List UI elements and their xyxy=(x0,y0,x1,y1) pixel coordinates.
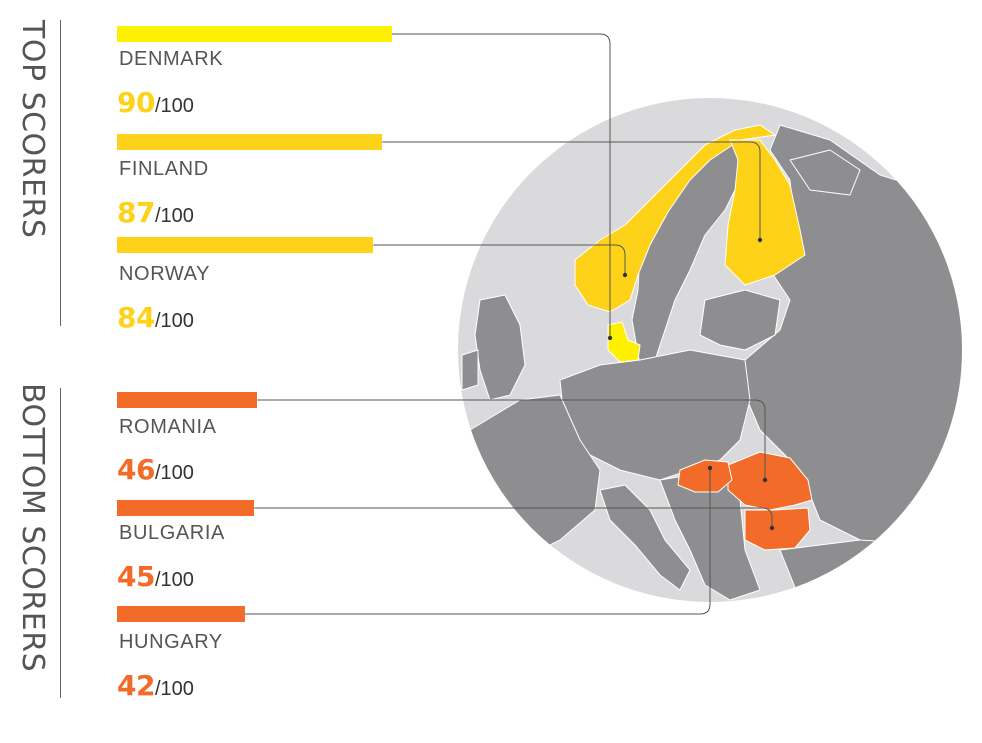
country-label-bulgaria: BULGARIA xyxy=(119,522,225,544)
group-rule-bottom xyxy=(60,388,61,698)
italy-land xyxy=(599,484,691,591)
leader-line-romania xyxy=(257,399,766,480)
leader-dot-hungary xyxy=(707,465,713,471)
country-label-norway: NORWAY xyxy=(119,263,211,285)
score-norway: 84/100 xyxy=(117,301,194,334)
score-denmark: 90/100 xyxy=(117,86,194,119)
score-value-hungary: 42 xyxy=(117,669,155,702)
score-hungary: 42/100 xyxy=(117,669,194,702)
score-max-romania: /100 xyxy=(154,462,194,484)
bulgaria-shape xyxy=(744,507,811,551)
bar-norway xyxy=(117,237,374,253)
country-label-finland: FINLAND xyxy=(119,158,209,180)
score-romania: 46/100 xyxy=(117,453,194,486)
britain-land xyxy=(474,294,526,401)
leader-line-bulgaria xyxy=(254,507,773,528)
romania-shape xyxy=(727,451,813,511)
leader-dot-denmark xyxy=(607,335,613,341)
score-max-hungary: /100 xyxy=(154,678,194,700)
kola-land xyxy=(789,149,861,196)
score-value-bulgaria: 45 xyxy=(117,560,155,593)
country-label-hungary: HUNGARY xyxy=(119,631,223,653)
baltics-land xyxy=(699,289,781,351)
leader-line-norway xyxy=(373,244,626,275)
country-label-denmark: DENMARK xyxy=(119,48,224,70)
score-max-norway: /100 xyxy=(154,310,194,332)
score-max-bulgaria: /100 xyxy=(154,569,194,591)
leader-dot-norway xyxy=(622,272,628,278)
leader-line-hungary xyxy=(245,468,711,615)
iberia-land xyxy=(458,539,541,602)
ireland-land xyxy=(461,349,479,391)
leader-dot-romania xyxy=(762,477,768,483)
leader-dot-finland xyxy=(757,237,763,243)
score-bulgaria: 45/100 xyxy=(117,560,194,593)
score-finland: 87/100 xyxy=(117,196,194,229)
turkey-land xyxy=(779,539,941,601)
denmark-shape xyxy=(607,321,641,363)
group-title-top: TOP SCORERS xyxy=(15,20,50,239)
score-max-denmark: /100 xyxy=(154,95,194,117)
bar-denmark xyxy=(117,26,392,42)
hungary-shape xyxy=(677,459,733,493)
score-value-norway: 84 xyxy=(117,301,155,334)
score-value-denmark: 90 xyxy=(117,86,155,119)
leader-line-finland xyxy=(382,141,761,240)
bar-romania xyxy=(117,392,258,408)
leader-dot-bulgaria xyxy=(769,525,775,531)
score-value-romania: 46 xyxy=(117,453,155,486)
score-value-finland: 87 xyxy=(117,196,155,229)
country-label-romania: ROMANIA xyxy=(119,416,217,438)
bar-bulgaria xyxy=(117,500,255,516)
finland-shape xyxy=(724,139,806,286)
bar-finland xyxy=(117,134,383,150)
group-title-bottom: BOTTOM SCORERS xyxy=(15,383,50,673)
bar-hungary xyxy=(117,606,246,622)
score-max-finland: /100 xyxy=(154,205,194,227)
central-europe-land xyxy=(559,349,751,481)
leader-line-denmark xyxy=(391,33,611,338)
group-rule-top xyxy=(60,20,61,326)
